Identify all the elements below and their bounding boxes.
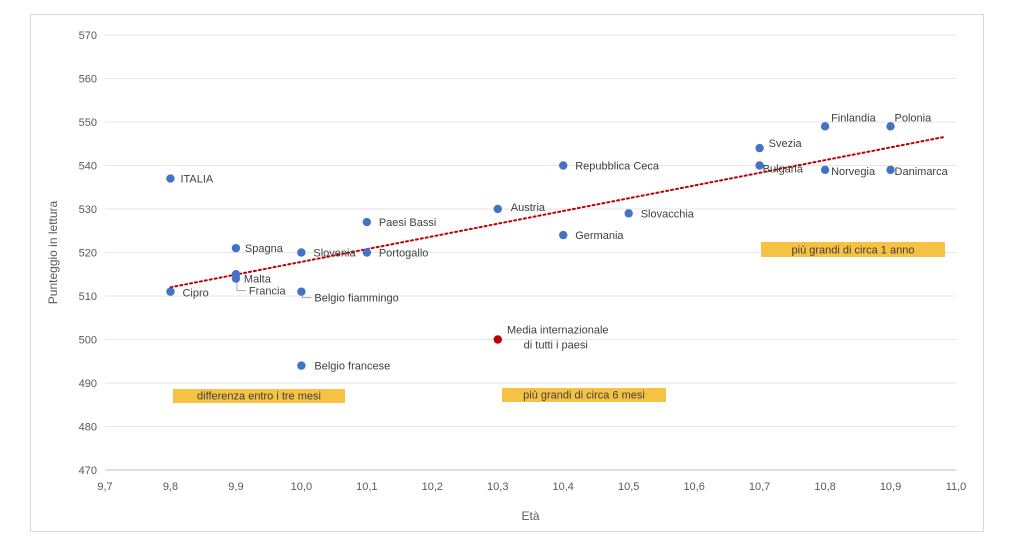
x-tick-label: 11,0 bbox=[946, 481, 967, 493]
point-label: di tutti i paesi bbox=[524, 340, 588, 352]
y-tick-label: 550 bbox=[79, 117, 97, 129]
x-tick-label: 9,9 bbox=[228, 481, 243, 493]
data-point bbox=[297, 361, 306, 370]
data-point bbox=[559, 161, 568, 170]
x-tick-labels: 9,7 9,8 9,9 10,0 10,1 10,2 10,3 10,4 10,5 10,6 10,… bbox=[97, 481, 966, 493]
data-point bbox=[362, 217, 372, 227]
y-tick-label: 480 bbox=[79, 422, 97, 434]
label-leader-line bbox=[236, 282, 246, 292]
data-point bbox=[166, 287, 175, 296]
y-tick-label: 500 bbox=[79, 335, 97, 347]
data-point bbox=[886, 122, 895, 131]
data-point bbox=[493, 335, 502, 344]
data-point bbox=[624, 209, 633, 218]
chart-frame: 9,7 9,8 9,9 10,0 10,1 10,2 10,3 10,4 10,5 10,6 10,… bbox=[30, 14, 984, 532]
y-tick-label: 510 bbox=[79, 291, 97, 303]
x-tick-label: 10,1 bbox=[356, 481, 377, 493]
point-label: Malta bbox=[244, 273, 272, 285]
point-label: Svezia bbox=[769, 138, 803, 150]
x-tick-label: 10,6 bbox=[683, 481, 704, 493]
data-point bbox=[231, 243, 241, 253]
label-leader-line bbox=[301, 295, 312, 299]
gridlines bbox=[105, 34, 956, 471]
trendline-line bbox=[169, 136, 944, 289]
x-axis-title: Età bbox=[521, 509, 539, 523]
data-point bbox=[231, 274, 241, 283]
point-label: Austria bbox=[511, 202, 546, 214]
data-point bbox=[166, 174, 175, 183]
point-label: Norvegia bbox=[831, 166, 876, 178]
point-label: Media internazionale bbox=[507, 325, 609, 337]
data-point bbox=[755, 161, 764, 170]
data-points bbox=[166, 122, 895, 370]
point-label: Finlandia bbox=[831, 112, 877, 124]
y-tick-label: 530 bbox=[79, 204, 97, 216]
x-tick-label: 10,3 bbox=[487, 481, 508, 493]
x-tick-label: 10,5 bbox=[618, 481, 639, 493]
point-label: ITALIA bbox=[180, 174, 213, 186]
x-tick-label: 10,8 bbox=[814, 481, 835, 493]
point-label: Spagna bbox=[245, 243, 284, 255]
data-point bbox=[297, 287, 306, 296]
x-tick-label: 9,7 bbox=[97, 481, 112, 493]
point-label: Slovenia bbox=[313, 248, 356, 260]
annotation-box bbox=[173, 389, 345, 403]
annotation-box bbox=[502, 388, 666, 402]
data-point bbox=[820, 165, 830, 175]
point-label: Polonia bbox=[895, 112, 933, 124]
y-tick-label: 570 bbox=[79, 30, 97, 42]
data-point bbox=[559, 230, 568, 240]
point-label: Paesi Bassi bbox=[379, 217, 436, 229]
data-point bbox=[820, 122, 830, 131]
x-tick-label: 9,8 bbox=[163, 481, 178, 493]
annotation-boxes: differenza entro i tre mesi più grandi di… bbox=[173, 242, 945, 403]
data-point bbox=[755, 143, 764, 153]
trendline bbox=[169, 136, 944, 289]
x-tick-label: 10,0 bbox=[291, 481, 312, 493]
y-tick-labels: 470 480 490 500 510 520 530 540 550 560 570 bbox=[79, 30, 97, 477]
y-tick-label: 470 bbox=[79, 465, 97, 477]
point-label: Belgio francese bbox=[314, 361, 390, 373]
annotation-text: più grandi di circa 6 mesi bbox=[523, 390, 645, 402]
data-point bbox=[362, 248, 372, 257]
annotation-box bbox=[761, 242, 945, 257]
data-point bbox=[493, 204, 502, 214]
point-label: Francia bbox=[249, 286, 287, 298]
data-point bbox=[886, 165, 895, 175]
y-tick-label: 560 bbox=[79, 74, 97, 86]
point-label: Cipro bbox=[182, 288, 208, 300]
x-tick-label: 10,7 bbox=[749, 481, 770, 493]
y-tick-label: 520 bbox=[79, 248, 97, 260]
point-label: Belgio fiammingo bbox=[314, 293, 398, 305]
point-label: Slovacchia bbox=[641, 208, 695, 220]
data-point bbox=[297, 248, 306, 257]
x-tick-label: 10,4 bbox=[553, 481, 574, 493]
x-tick-label: 10,9 bbox=[880, 481, 901, 493]
scatter-chart: 9,7 9,8 9,9 10,0 10,1 10,2 10,3 10,4 10,5 10,6 10,… bbox=[46, 30, 966, 523]
point-label: Repubblica Ceca bbox=[575, 161, 660, 173]
annotation-text: più grandi di circa 1 anno bbox=[792, 245, 915, 257]
annotation-text: differenza entro i tre mesi bbox=[197, 391, 321, 403]
x-tick-label: 10,2 bbox=[422, 481, 443, 493]
point-label: Germania bbox=[575, 230, 624, 242]
point-label: Danimarca bbox=[895, 166, 949, 178]
y-tick-label: 540 bbox=[79, 161, 97, 173]
y-axis-title: Punteggio in lettura bbox=[46, 200, 60, 304]
point-label: Bulgaria bbox=[763, 164, 804, 176]
y-tick-label: 490 bbox=[79, 378, 97, 390]
point-label: Portogallo bbox=[379, 248, 429, 260]
